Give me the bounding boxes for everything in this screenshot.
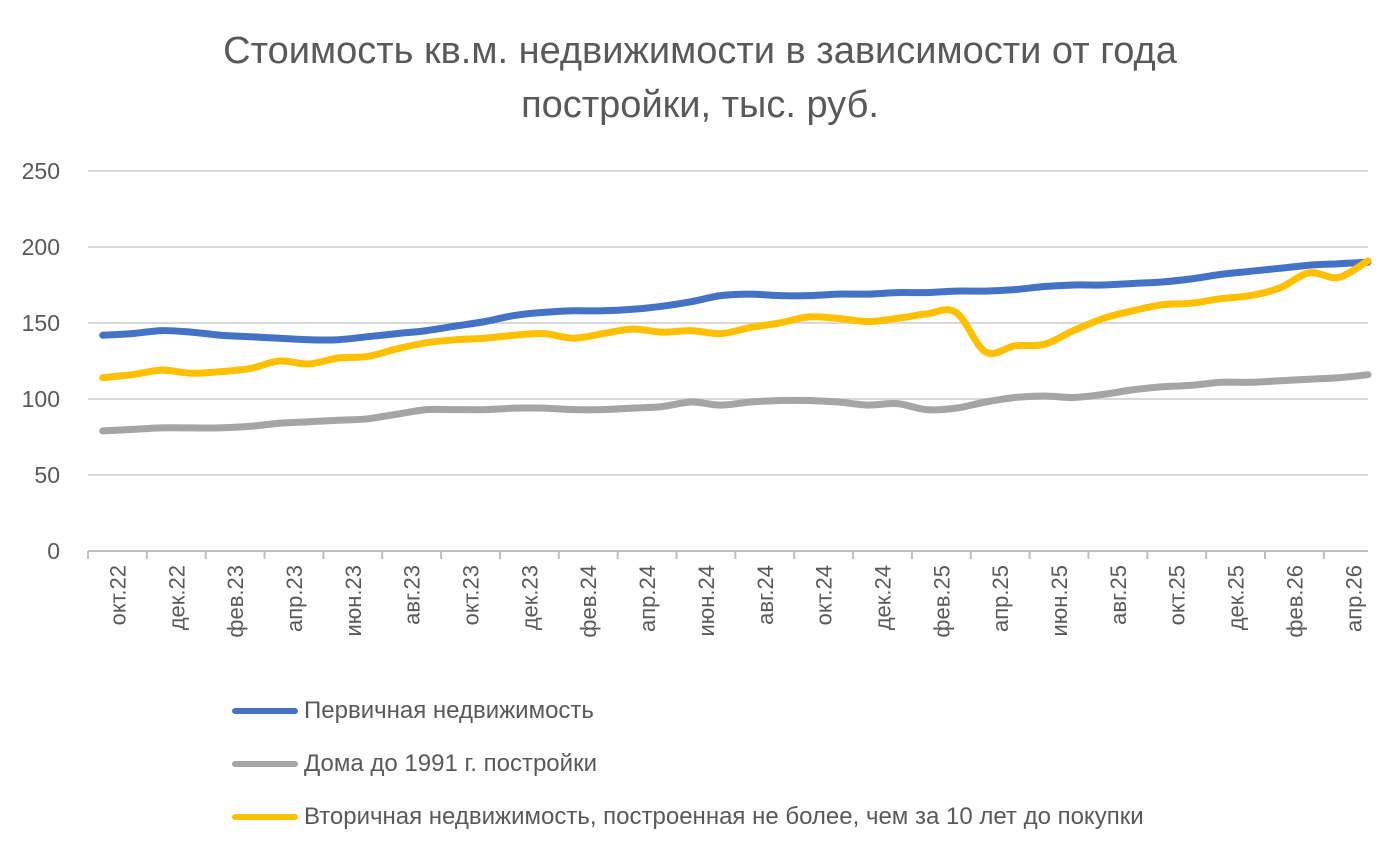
- y-tick-label-250: 250: [22, 158, 60, 184]
- x-tick-label-апр.23: апр.23: [282, 565, 307, 632]
- legend-item-pre1991: Дома до 1991 г. постройки: [232, 737, 1144, 790]
- legend-item-primary: Первичная недвижимость: [232, 684, 1144, 737]
- x-tick-label-фев.23: фев.23: [223, 565, 248, 638]
- x-tick-label-апр.24: апр.24: [635, 565, 660, 632]
- y-tick-label-0: 0: [47, 538, 60, 564]
- x-tick-label-дек.25: дек.25: [1224, 565, 1249, 630]
- series-line-0: [99, 258, 1372, 344]
- legend: Первичная недвижимость Дома до 1991 г. п…: [232, 684, 1144, 843]
- legend-swatch-secondary: [232, 813, 298, 820]
- x-tick-label-окт.23: окт.23: [459, 565, 484, 625]
- y-tick-label-50: 50: [34, 462, 60, 488]
- series-lines: [99, 257, 1372, 435]
- x-tick-label-окт.22: окт.22: [105, 565, 130, 625]
- gridlines: [88, 170, 1368, 476]
- x-tick-label-окт.25: окт.25: [1165, 565, 1190, 625]
- line-chart: 0 50 100 150 200 250 окт.22 дек.22 фев.23 апр.23…: [22, 158, 1372, 638]
- legend-label-secondary: Вторичная недвижимость, построенная не б…: [304, 802, 1144, 830]
- x-axis: [87, 550, 1368, 559]
- x-tick-label-авг.24: авг.24: [753, 565, 778, 625]
- legend-label-primary: Первичная недвижимость: [304, 696, 594, 724]
- x-tick-label-окт.24: окт.24: [812, 565, 837, 625]
- y-tick-label-150: 150: [22, 310, 60, 336]
- x-tick-label-июн.24: июн.24: [694, 565, 719, 637]
- series-line-1: [99, 371, 1372, 435]
- chart-title-line-1: Стоимость кв.м. недвижимости в зависимос…: [223, 30, 1177, 72]
- x-tick-label-июн.25: июн.25: [1047, 565, 1072, 637]
- x-tick-label-авг.23: авг.23: [400, 565, 425, 625]
- chart-title: Стоимость кв.м. недвижимости в зависимос…: [0, 24, 1400, 132]
- y-tick-label-200: 200: [22, 234, 60, 260]
- x-tick-label-фев.26: фев.26: [1282, 565, 1307, 638]
- x-tick-label-фев.24: фев.24: [576, 565, 601, 638]
- legend-label-pre1991: Дома до 1991 г. постройки: [304, 749, 597, 777]
- legend-swatch-pre1991: [232, 760, 298, 767]
- legend-swatch-primary: [232, 707, 298, 714]
- x-tick-label-апр.25: апр.25: [988, 565, 1013, 632]
- chart-title-line-2: постройки, тыс. руб.: [521, 84, 879, 126]
- x-axis-tick-labels: окт.22 дек.22 фев.23 апр.23 июн.23 авг.23 окт.…: [105, 565, 1366, 638]
- x-tick-label-дек.24: дек.24: [870, 565, 895, 630]
- legend-item-secondary: Вторичная недвижимость, построенная не б…: [232, 790, 1144, 843]
- x-tick-label-июн.23: июн.23: [341, 565, 366, 637]
- series-line-2: [99, 257, 1372, 382]
- x-tick-label-дек.22: дек.22: [164, 565, 189, 630]
- y-tick-label-100: 100: [22, 386, 60, 412]
- x-tick-label-апр.26: апр.26: [1341, 565, 1366, 632]
- y-axis-tick-labels: 0 50 100 150 200 250: [22, 158, 60, 564]
- x-tick-label-фев.25: фев.25: [929, 565, 954, 638]
- x-tick-label-дек.23: дек.23: [517, 565, 542, 630]
- x-tick-label-авг.25: авг.25: [1106, 565, 1131, 625]
